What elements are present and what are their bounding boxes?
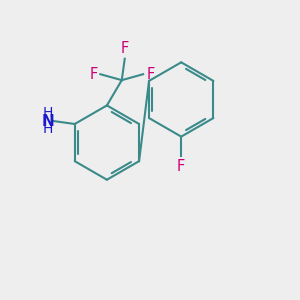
Text: F: F	[146, 67, 154, 82]
Text: N: N	[42, 113, 54, 128]
Text: F: F	[121, 41, 129, 56]
Text: F: F	[89, 67, 98, 82]
Text: F: F	[177, 159, 185, 174]
Text: H: H	[43, 106, 53, 120]
Text: H: H	[43, 122, 53, 136]
